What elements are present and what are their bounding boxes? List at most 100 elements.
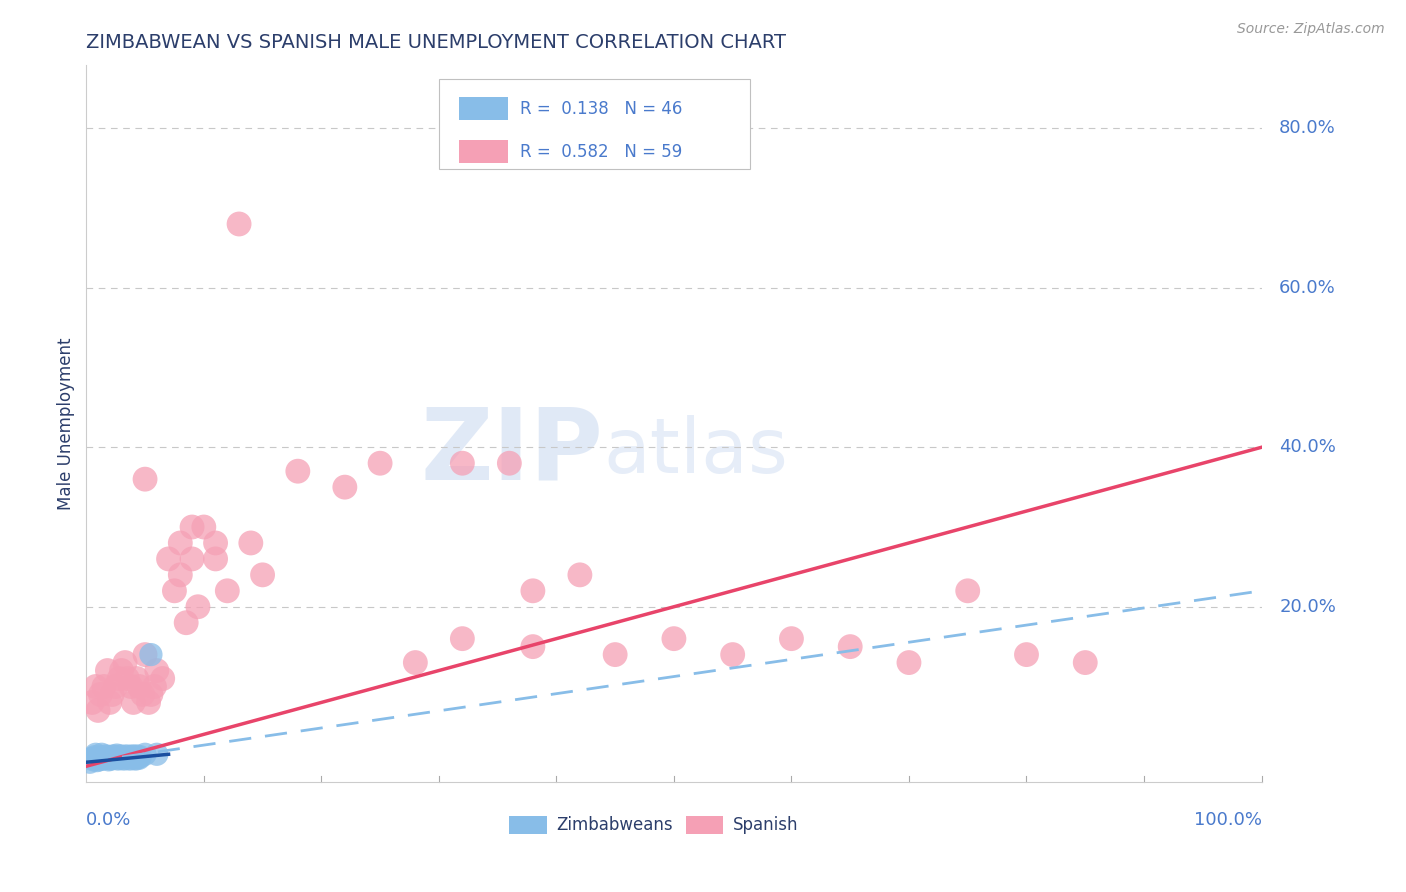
Point	[662, 632, 685, 646]
Point	[451, 632, 474, 646]
Point	[568, 567, 591, 582]
Point	[204, 552, 226, 566]
Point	[134, 747, 156, 762]
Point	[96, 748, 118, 763]
Point	[134, 472, 156, 486]
Point	[1074, 656, 1097, 670]
Point	[125, 672, 148, 686]
Point	[124, 751, 146, 765]
Point	[108, 672, 131, 686]
FancyBboxPatch shape	[439, 78, 751, 169]
Point	[124, 752, 146, 766]
Point	[522, 640, 544, 654]
Point	[108, 750, 131, 764]
Text: 40.0%: 40.0%	[1279, 438, 1336, 457]
Point	[104, 751, 127, 765]
Point	[94, 750, 117, 764]
Text: 80.0%: 80.0%	[1279, 120, 1336, 137]
Text: ZIP: ZIP	[420, 403, 603, 500]
Text: atlas: atlas	[603, 415, 789, 489]
Point	[239, 536, 262, 550]
Point	[98, 751, 121, 765]
Point	[112, 752, 135, 766]
Point	[89, 753, 111, 767]
Point	[93, 680, 115, 694]
Point	[287, 464, 309, 478]
Point	[122, 695, 145, 709]
Point	[90, 747, 112, 762]
Y-axis label: Male Unemployment: Male Unemployment	[58, 337, 75, 509]
Point	[103, 749, 125, 764]
Text: Source: ZipAtlas.com: Source: ZipAtlas.com	[1237, 22, 1385, 37]
Text: R =  0.138   N = 46: R = 0.138 N = 46	[520, 100, 682, 118]
Point	[98, 695, 121, 709]
FancyBboxPatch shape	[458, 141, 508, 163]
Text: R =  0.582   N = 59: R = 0.582 N = 59	[520, 143, 682, 161]
Point	[83, 749, 105, 764]
Point	[125, 748, 148, 763]
Point	[82, 695, 104, 709]
Point	[82, 751, 104, 765]
Point	[839, 640, 862, 654]
FancyBboxPatch shape	[509, 816, 547, 834]
Text: 60.0%: 60.0%	[1279, 279, 1336, 297]
Point	[115, 748, 138, 763]
Point	[139, 688, 162, 702]
FancyBboxPatch shape	[686, 816, 723, 834]
Point	[110, 664, 132, 678]
Point	[128, 680, 150, 694]
Point	[84, 747, 107, 762]
Point	[103, 748, 125, 763]
Point	[169, 567, 191, 582]
Point	[114, 750, 136, 764]
Point	[157, 552, 180, 566]
Point	[228, 217, 250, 231]
Point	[107, 752, 129, 766]
Point	[89, 749, 111, 764]
Point	[721, 648, 744, 662]
Point	[217, 583, 239, 598]
Point	[1015, 648, 1038, 662]
Point	[174, 615, 197, 630]
Point	[93, 751, 115, 765]
Point	[120, 750, 142, 764]
Point	[252, 567, 274, 582]
Point	[117, 749, 139, 764]
Point	[122, 749, 145, 764]
Point	[86, 754, 108, 768]
Point	[110, 748, 132, 763]
Text: 100.0%: 100.0%	[1194, 811, 1261, 829]
Point	[87, 751, 110, 765]
Point	[134, 648, 156, 662]
Point	[79, 756, 101, 770]
Point	[105, 747, 128, 762]
Point	[163, 583, 186, 598]
Point	[897, 656, 920, 670]
Point	[146, 664, 169, 678]
Point	[114, 656, 136, 670]
Point	[181, 552, 204, 566]
Point	[138, 695, 160, 709]
Point	[605, 648, 627, 662]
Text: Zimbabweans: Zimbabweans	[557, 816, 673, 834]
Point	[956, 583, 979, 598]
Text: 20.0%: 20.0%	[1279, 598, 1336, 615]
Point	[368, 456, 391, 470]
Point	[193, 520, 215, 534]
Point	[204, 536, 226, 550]
Point	[101, 750, 124, 764]
Point	[131, 688, 153, 702]
Point	[121, 748, 143, 763]
Point	[127, 750, 149, 764]
Text: Spanish: Spanish	[733, 816, 799, 834]
Point	[117, 672, 139, 686]
FancyBboxPatch shape	[458, 97, 508, 120]
Point	[96, 749, 118, 764]
Point	[117, 751, 139, 765]
Point	[146, 747, 169, 762]
Point	[82, 753, 104, 767]
Point	[84, 680, 107, 694]
Point	[169, 536, 191, 550]
Point	[333, 480, 356, 494]
Point	[97, 753, 120, 767]
